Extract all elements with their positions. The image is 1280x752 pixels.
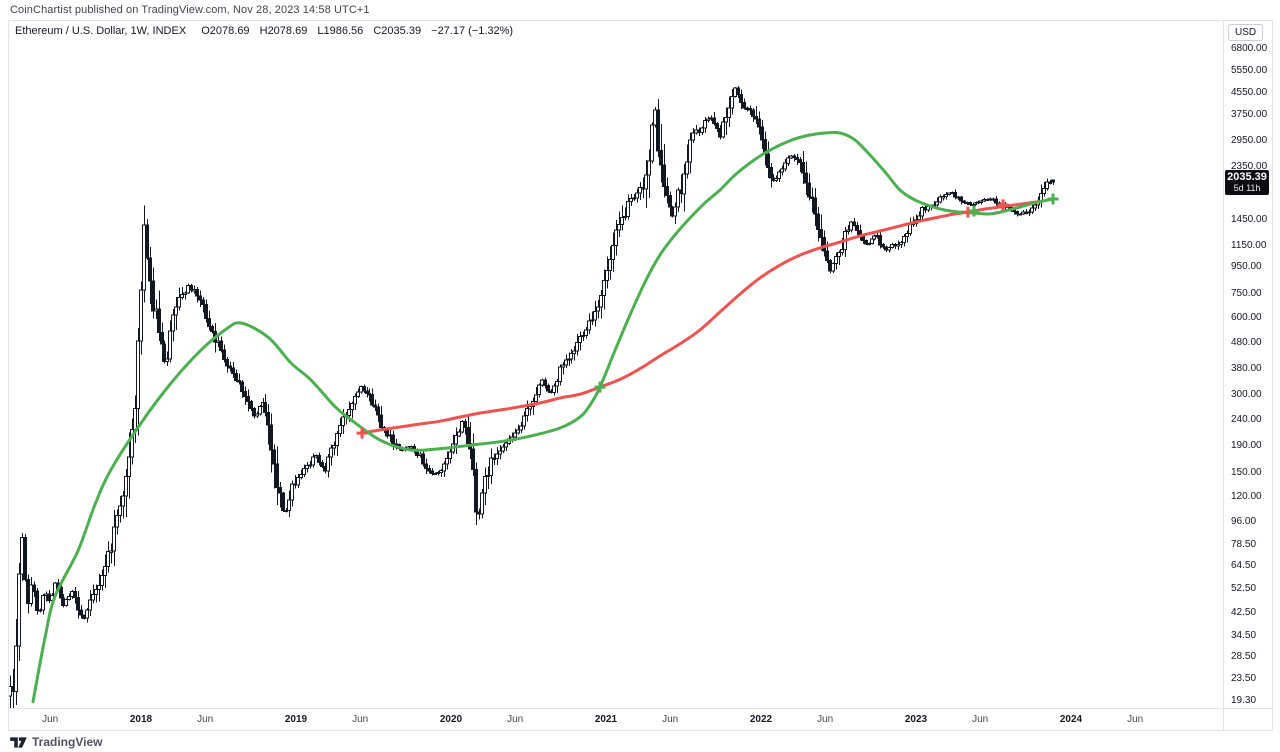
time-tick-label: Jun <box>197 714 214 725</box>
price-tick-label: 600.00 <box>1231 312 1262 324</box>
price-tick-label: 150.00 <box>1231 466 1262 478</box>
time-tick-label: 2021 <box>594 714 618 725</box>
price-tick-label: 2350.00 <box>1231 160 1268 172</box>
time-tick-label: Jun <box>507 714 524 725</box>
price-tick-label: 19.30 <box>1231 694 1257 706</box>
price-tick-label: 380.00 <box>1231 363 1262 375</box>
price-tick-label: 34.50 <box>1231 629 1257 641</box>
price-axis[interactable]: USD 2035.39 5d 11h 6800.00 5550.00 4550.00… <box>1223 21 1272 708</box>
tradingview-logo-text: TradingView <box>32 735 103 749</box>
green-cross-marker <box>1047 193 1059 205</box>
cross-markers <box>356 193 1059 439</box>
price-tick-label: 3750.00 <box>1231 108 1268 120</box>
attribution-bar: CoinChartist published on TradingView.co… <box>0 0 1280 20</box>
currency-button[interactable]: USD <box>1228 24 1264 41</box>
price-tick-label: 5550.00 <box>1231 65 1268 77</box>
red-cross-marker <box>356 427 368 439</box>
red-cross-marker <box>997 199 1009 211</box>
price-tick-label: 23.50 <box>1231 672 1257 684</box>
price-tick-label: 52.50 <box>1231 583 1257 595</box>
price-tick-label: 1150.00 <box>1231 240 1267 252</box>
price-tick-label: 190.00 <box>1231 440 1262 452</box>
ma-fast-line <box>31 130 1055 704</box>
legend-change: −27.17 (−1.32%) <box>431 25 514 37</box>
legend-close: C2035.39 <box>373 25 422 37</box>
chart-area: Ethereum / U.S. Dollar, 1W, INDEX O2078.… <box>8 20 1273 731</box>
price-tick-label: 300.00 <box>1231 389 1262 401</box>
price-tick-label: 120.00 <box>1231 491 1262 503</box>
symbol-title[interactable]: Ethereum / U.S. Dollar, 1W, INDEX <box>15 25 187 37</box>
time-tick-label: 2022 <box>749 714 773 725</box>
price-tick-label: 42.50 <box>1231 606 1257 618</box>
attribution-text: CoinChartist published on TradingView.co… <box>10 4 370 16</box>
tradingview-logo[interactable]: TradingView <box>10 735 102 749</box>
time-axis[interactable]: Jun 2018 Jun 2019 Jun 2020 Jun 2021 Jun 2022 Jun 20… <box>9 708 1223 730</box>
candle-bodies <box>9 87 1055 697</box>
price-tick-label: 750.00 <box>1231 287 1262 299</box>
time-tick-label: Jun <box>972 714 989 725</box>
legend-low: L1986.56 <box>317 25 364 37</box>
time-tick-label: Jun <box>817 714 834 725</box>
time-tick-label: 2020 <box>439 714 463 725</box>
legend-high: H2078.69 <box>259 25 308 37</box>
last-price-badge: 2035.39 5d 11h <box>1225 169 1269 195</box>
candle-wicks <box>10 85 1054 708</box>
time-tick-label: Jun <box>1127 714 1144 725</box>
price-tick-label: 78.50 <box>1231 538 1257 550</box>
footer: TradingView <box>0 731 1280 752</box>
price-tick-label: 96.00 <box>1231 516 1257 528</box>
time-tick-label: Jun <box>42 714 59 725</box>
price-tick-label: 64.50 <box>1231 560 1257 572</box>
candlestick-chart <box>9 85 1059 708</box>
ma-slow-line <box>360 199 1045 435</box>
price-tick-label: 950.00 <box>1231 261 1262 273</box>
legend-open: O2078.69 <box>201 25 250 37</box>
red-cross-marker <box>962 206 974 218</box>
price-tick-label: 2950.00 <box>1231 135 1268 147</box>
time-tick-label: 2024 <box>1059 714 1083 725</box>
time-tick-label: Jun <box>662 714 679 725</box>
price-tick-label: 4550.00 <box>1231 87 1268 99</box>
price-tick-label: 480.00 <box>1231 337 1262 349</box>
last-price-value: 2035.39 <box>1227 171 1267 184</box>
bar-countdown: 5d 11h <box>1233 183 1261 194</box>
time-tick-label: 2023 <box>904 714 928 725</box>
time-tick-label: 2018 <box>129 714 153 725</box>
price-tick-label: 28.50 <box>1231 651 1257 663</box>
time-tick-label: 2019 <box>284 714 308 725</box>
price-tick-label: 240.00 <box>1231 414 1262 426</box>
price-tick-label: 1450.00 <box>1231 214 1268 226</box>
symbol-legend: Ethereum / U.S. Dollar, 1W, INDEX O2078.… <box>15 25 513 37</box>
time-tick-label: Jun <box>352 714 369 725</box>
currency-label: USD <box>1235 27 1257 38</box>
axis-corner <box>1223 708 1272 730</box>
chart-pane[interactable]: Ethereum / U.S. Dollar, 1W, INDEX O2078.… <box>9 21 1223 708</box>
green-cross-marker <box>968 205 980 217</box>
tradingview-logo-icon <box>10 736 27 748</box>
green-cross-marker <box>594 381 606 393</box>
price-tick-label: 6800.00 <box>1231 42 1268 54</box>
